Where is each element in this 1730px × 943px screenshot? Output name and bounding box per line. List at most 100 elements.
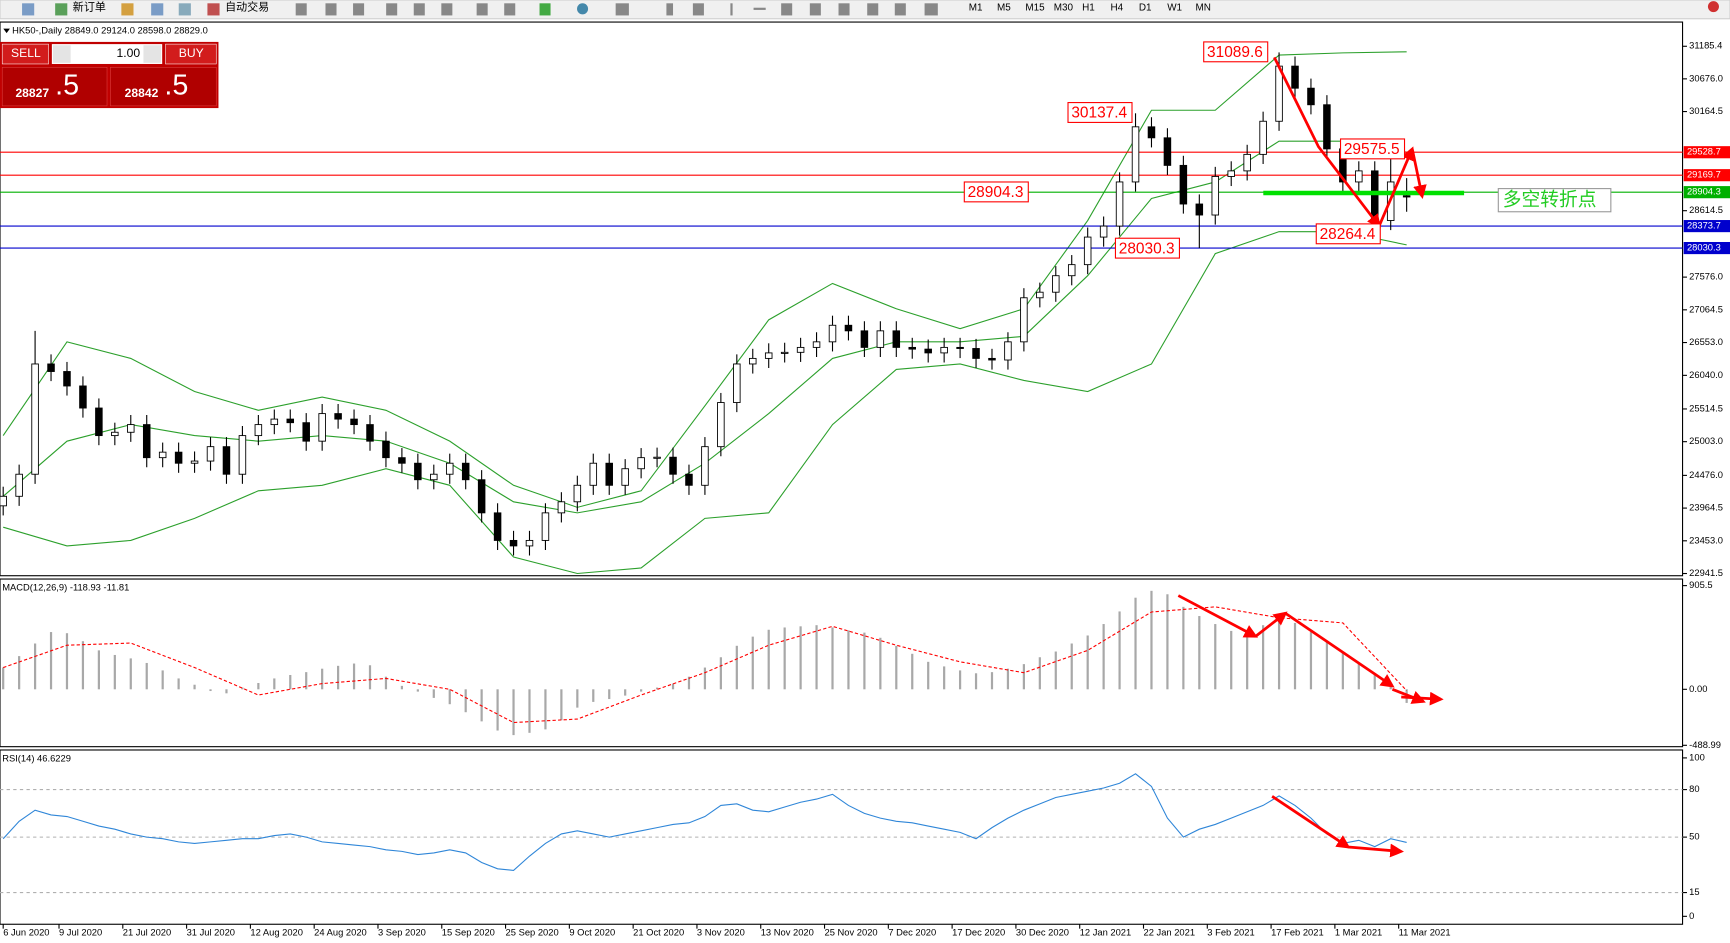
- candle-body: [924, 348, 932, 354]
- icon[interactable]: [476, 3, 488, 16]
- timeframe-button[interactable]: M15: [1025, 2, 1045, 13]
- icon[interactable]: [809, 3, 821, 16]
- icon[interactable]: [781, 3, 793, 16]
- ask-box[interactable]: [110, 67, 217, 107]
- icon[interactable]: [151, 3, 164, 16]
- sell-button[interactable]: [1, 43, 49, 65]
- icon[interactable]: [178, 3, 191, 16]
- icon[interactable]: [353, 3, 365, 16]
- macd-bar: [1357, 662, 1360, 690]
- timeframe-button[interactable]: M30: [1054, 2, 1074, 13]
- ask-price[interactable]: 28842: [125, 86, 159, 100]
- level-label-bg: [1683, 146, 1730, 159]
- bid-fraction[interactable]: .5: [55, 70, 79, 102]
- icon[interactable]: [539, 3, 551, 16]
- icon[interactable]: [924, 3, 938, 16]
- icon[interactable]: [55, 3, 68, 16]
- title-marker: [3, 28, 10, 34]
- buy-button[interactable]: [165, 43, 217, 65]
- candle-body: [509, 539, 518, 547]
- macd-bar: [448, 689, 451, 705]
- candle-body: [1083, 236, 1092, 266]
- timeframe-button[interactable]: M5: [997, 2, 1011, 13]
- icon[interactable]: [295, 3, 307, 16]
- toolbar-button[interactable]: 新订单: [73, 0, 106, 14]
- macd-bar: [544, 689, 547, 730]
- macd-bar: [273, 678, 276, 690]
- icon[interactable]: [753, 7, 766, 10]
- macd-bar: [879, 637, 882, 690]
- macd-bar: [113, 654, 116, 690]
- icon[interactable]: [730, 3, 733, 16]
- icon[interactable]: [577, 3, 589, 15]
- candle-body: [1052, 275, 1060, 293]
- icon[interactable]: [386, 3, 398, 16]
- y-tick-label: 23964.5: [1689, 503, 1723, 513]
- icon[interactable]: [413, 3, 425, 16]
- candle-body: [1195, 203, 1204, 216]
- candle-body: [972, 348, 980, 359]
- icon[interactable]: [325, 3, 337, 16]
- candle-body: [334, 413, 342, 420]
- arrow: [1401, 691, 1444, 706]
- toolbar: 新订单 自动交易 M1 M5 M1: [0, 0, 1730, 20]
- candle-body: [1291, 65, 1299, 89]
- candle-body: [653, 456, 661, 459]
- macd-bar: [1325, 641, 1329, 690]
- lots-value[interactable]: 1.00: [117, 46, 141, 60]
- timeframe-button[interactable]: M1: [969, 2, 983, 13]
- macd-bar: [735, 645, 738, 690]
- icon[interactable]: [22, 3, 35, 16]
- candle-body: [733, 363, 741, 403]
- macd-bar: [496, 689, 499, 731]
- icon[interactable]: [121, 3, 134, 16]
- macd-bar: [1022, 664, 1025, 690]
- buy-label[interactable]: BUY: [179, 46, 204, 60]
- icon[interactable]: [441, 3, 453, 16]
- sell-label[interactable]: SELL: [11, 46, 41, 60]
- notification[interactable]: [1707, 1, 1719, 13]
- icon[interactable]: [504, 3, 516, 16]
- timeframe-button[interactable]: W1: [1167, 2, 1182, 13]
- candle-body: [605, 462, 613, 486]
- candle-body: [1131, 126, 1140, 183]
- bid-price[interactable]: 28827: [15, 86, 49, 100]
- candle-body: [541, 512, 550, 541]
- candle-body: [557, 501, 566, 514]
- x-tick-label: 6 Jun 2020: [3, 928, 49, 938]
- timeframe-button[interactable]: H1: [1082, 2, 1095, 13]
- x-tick-label: 25 Nov 2020: [825, 928, 878, 938]
- y-tick-label: 25514.5: [1689, 403, 1723, 413]
- candle-body: [31, 363, 39, 475]
- icon[interactable]: [615, 3, 629, 16]
- icon[interactable]: [838, 3, 850, 16]
- ask-fraction[interactable]: .5: [164, 70, 188, 102]
- candle-body: [15, 473, 23, 497]
- macd-bar: [321, 668, 324, 690]
- macd-bar: [337, 665, 340, 690]
- annotation: 28264.4: [1320, 226, 1376, 243]
- bid-box[interactable]: [1, 67, 108, 107]
- level-label: 28373.7: [1687, 221, 1721, 231]
- macd-bar: [847, 630, 850, 690]
- macd-bar: [241, 687, 244, 690]
- candle-body: [222, 446, 231, 475]
- timeframe-button[interactable]: D1: [1139, 2, 1152, 13]
- arrow: [1284, 612, 1395, 688]
- timeframe-button[interactable]: MN: [1196, 2, 1211, 13]
- icon[interactable]: [666, 3, 674, 16]
- candle-body: [1323, 104, 1331, 150]
- toolbar-button[interactable]: 自动交易: [225, 0, 269, 14]
- lots-up[interactable]: [143, 45, 162, 63]
- candle-body: [956, 346, 964, 349]
- icon[interactable]: [207, 3, 220, 16]
- timeframe-button[interactable]: H4: [1110, 2, 1123, 13]
- icon[interactable]: [867, 3, 879, 16]
- candle-body: [111, 431, 119, 437]
- lots-down[interactable]: [52, 45, 71, 63]
- lots-input[interactable]: [51, 44, 163, 64]
- candle-body: [828, 324, 837, 343]
- icon[interactable]: [692, 3, 704, 16]
- icon[interactable]: [894, 3, 906, 16]
- macd-bar: [1277, 617, 1281, 690]
